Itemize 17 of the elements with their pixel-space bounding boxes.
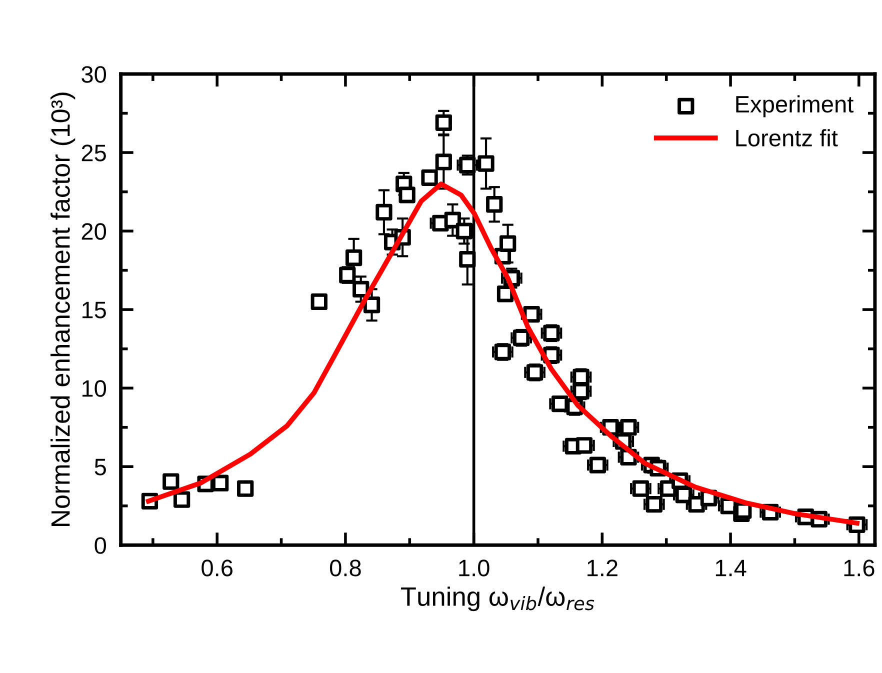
legend-label: Lorentz fit: [736, 129, 838, 146]
x-tick-label: 1.4: [716, 560, 746, 576]
y-tick-label: 30: [82, 66, 106, 83]
x-tick-label: 0.8: [330, 560, 361, 576]
x-tick-label: 0.6: [202, 560, 232, 576]
x-tick-label: 1.2: [588, 560, 618, 576]
y-tick-label: 0: [94, 537, 106, 554]
y-tick-label: 10: [82, 380, 106, 397]
x-tick-label: 1.0: [459, 560, 490, 576]
x-tick-label: 1.6: [844, 560, 874, 576]
y-tick-label: 20: [82, 223, 106, 240]
y-tick-label: 15: [82, 302, 106, 318]
y-tick-label: 5: [94, 458, 106, 476]
y-axis-title: Normalized enhancement factor (10³): [50, 92, 76, 526]
legend-label: Experiment: [736, 95, 854, 118]
x-axis-title: Tuning ω$_{vib}$/ω$_{res}$: [400, 586, 594, 612]
y-tick-label: 25: [82, 144, 106, 162]
